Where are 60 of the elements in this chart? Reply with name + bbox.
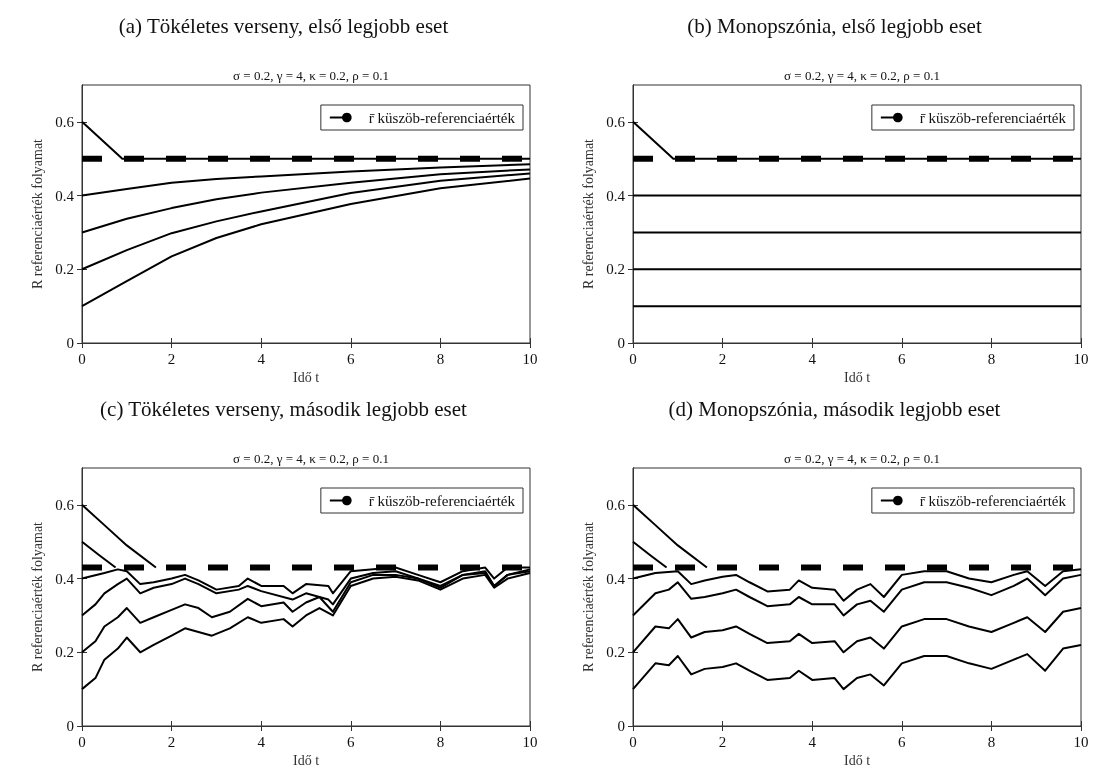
y-axis-title: R referenciaérték folyamat: [580, 521, 596, 673]
x-tick-label: 6: [347, 733, 356, 750]
y-tick-label: 0.2: [55, 261, 74, 278]
chart-title: (b) Monopszónia, első legjobb eset: [687, 13, 982, 38]
x-tick-label: 2: [167, 733, 176, 750]
x-tick-label: 4: [257, 350, 266, 367]
x-axis-title: Idő t: [843, 753, 871, 769]
y-tick-label: 0.6: [55, 113, 75, 130]
y-tick-label: 0: [66, 718, 74, 734]
y-tick-label: 0.2: [606, 261, 625, 278]
y-tick-label: 0.6: [606, 113, 626, 130]
x-axis-title: Idő t: [843, 370, 871, 386]
x-tick-label: 8: [436, 350, 445, 367]
x-tick-label: 8: [436, 733, 445, 750]
legend-label: r̄ küszöb-referenciaérték: [919, 109, 1067, 126]
x-tick-label: 10: [1073, 733, 1089, 750]
y-tick-label: 0.4: [606, 187, 626, 204]
x-tick-label: 2: [167, 350, 176, 367]
x-tick-label: 10: [522, 733, 538, 750]
chart-subtitle: σ = 0.2, γ = 4, κ = 0.2, ρ = 0.1: [784, 451, 940, 466]
y-tick-label: 0.6: [55, 496, 75, 513]
x-tick-label: 4: [257, 733, 266, 750]
legend-label: r̄ küszöb-referenciaérték: [368, 492, 516, 509]
y-tick-label: 0: [617, 718, 625, 734]
y-tick-label: 0.4: [55, 187, 75, 204]
x-axis-title: Idő t: [292, 370, 320, 386]
x-tick-label: 0: [78, 350, 86, 367]
x-tick-label: 8: [987, 350, 996, 367]
x-tick-label: 0: [78, 733, 86, 750]
chart-subtitle: σ = 0.2, γ = 4, κ = 0.2, ρ = 0.1: [233, 68, 389, 83]
x-tick-label: 2: [718, 350, 727, 367]
chart-subtitle: σ = 0.2, γ = 4, κ = 0.2, ρ = 0.1: [233, 451, 389, 466]
legend-label: r̄ küszöb-referenciaérték: [919, 492, 1067, 509]
x-tick-label: 10: [1073, 350, 1089, 367]
x-tick-label: 4: [808, 733, 817, 750]
x-tick-label: 6: [898, 350, 907, 367]
y-tick-label: 0.4: [55, 570, 75, 587]
x-tick-label: 8: [987, 733, 996, 750]
x-tick-label: 4: [808, 350, 817, 367]
x-tick-label: 0: [629, 350, 637, 367]
y-tick-label: 0.4: [606, 570, 626, 587]
legend-label: r̄ küszöb-referenciaérték: [368, 109, 516, 126]
x-tick-label: 6: [898, 733, 907, 750]
chart-subtitle: σ = 0.2, γ = 4, κ = 0.2, ρ = 0.1: [784, 68, 940, 83]
chart-title: (c) Tökéletes verseny, második legjobb eset: [100, 396, 468, 421]
y-tick-label: 0.6: [606, 496, 626, 513]
x-tick-label: 2: [718, 733, 727, 750]
x-tick-label: 10: [522, 350, 538, 367]
y-tick-label: 0: [66, 335, 74, 351]
x-axis-title: Idő t: [292, 753, 320, 769]
y-axis-title: R referenciaérték folyamat: [29, 138, 45, 290]
y-axis-title: R referenciaérték folyamat: [580, 138, 596, 290]
x-tick-label: 0: [629, 733, 637, 750]
y-tick-label: 0.2: [55, 644, 74, 661]
y-axis-title: R referenciaérték folyamat: [29, 521, 45, 673]
x-tick-label: 6: [347, 350, 356, 367]
chart-title: (d) Monopszónia, második legjobb eset: [668, 396, 1001, 421]
y-tick-label: 0: [617, 335, 625, 351]
chart-title: (a) Tökéletes verseny, első legjobb eset: [118, 13, 449, 38]
y-tick-label: 0.2: [606, 644, 625, 661]
